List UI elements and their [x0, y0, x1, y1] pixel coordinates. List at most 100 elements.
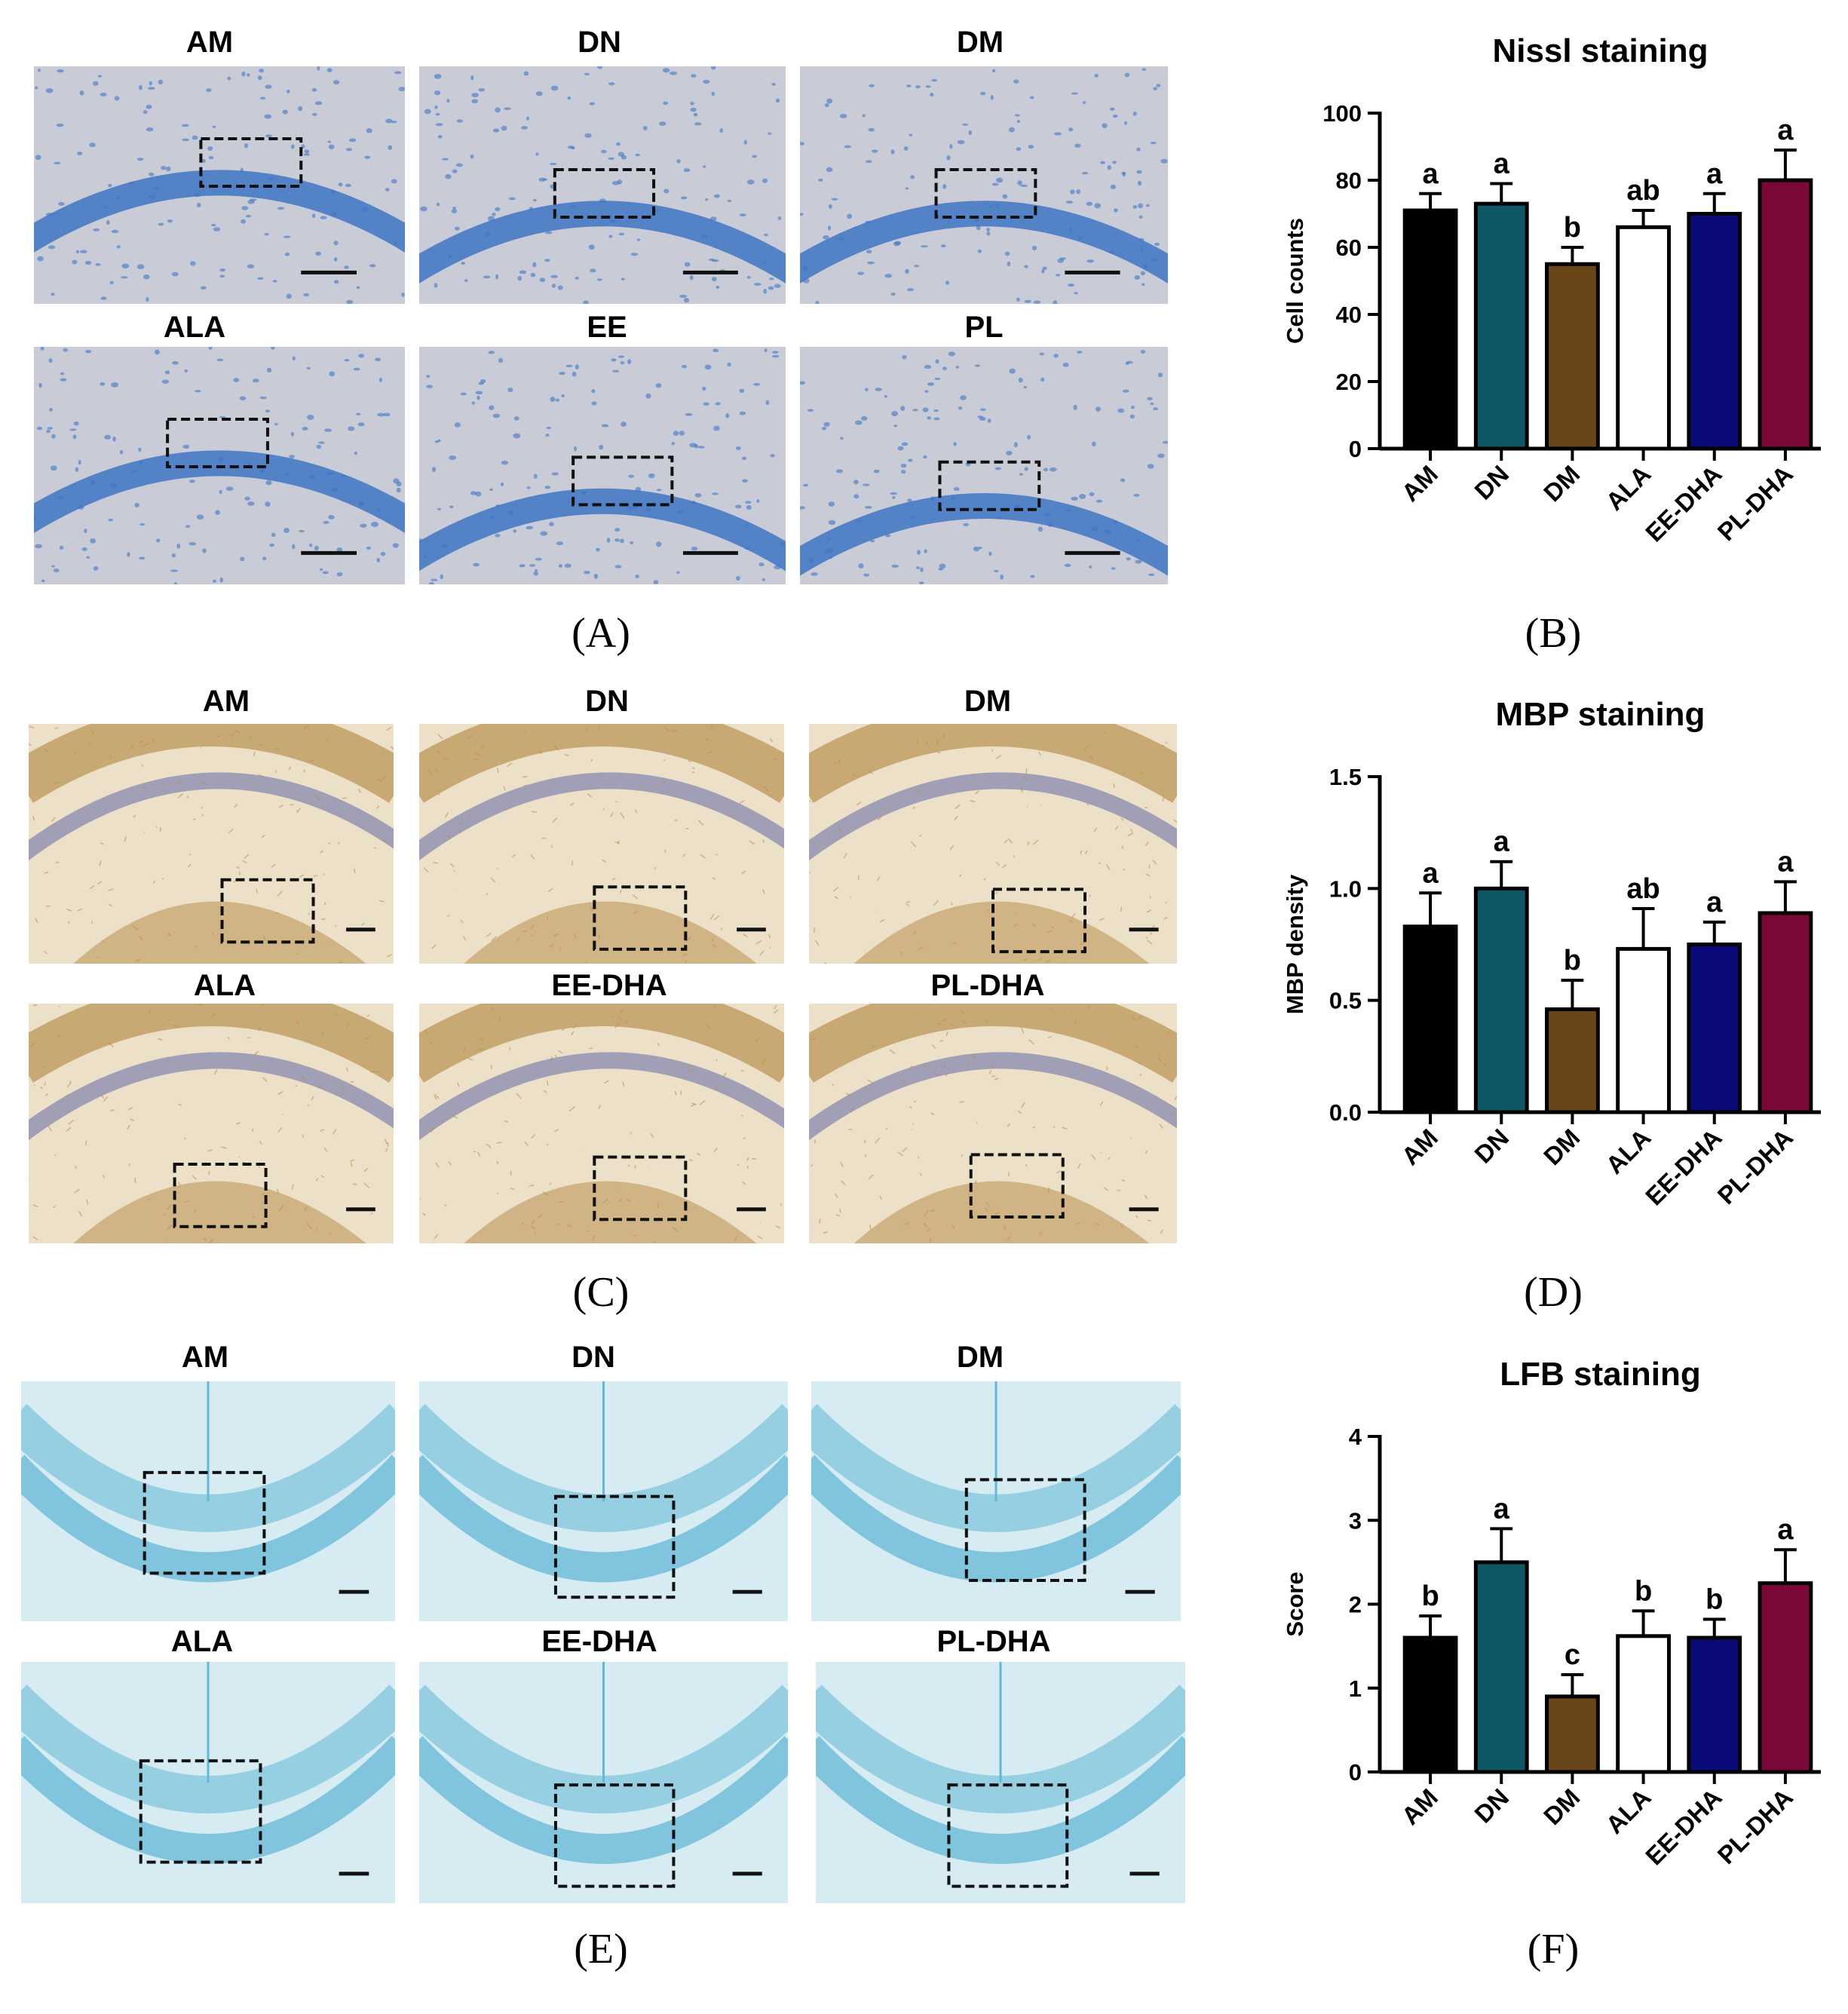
- lfb-image-pl-dha: [816, 1662, 1185, 1903]
- x-tick-label: AM: [1396, 1123, 1443, 1170]
- x-tick-label: AM: [1396, 1783, 1443, 1830]
- y-tick-label: 4: [1349, 1424, 1362, 1450]
- y-tick-label: 60: [1336, 235, 1362, 261]
- y-tick-label: 40: [1336, 302, 1362, 328]
- x-tick-label: DM: [1538, 460, 1585, 507]
- chart-b-svg: Nissl staining Cell counts 0 20 40 60 80 100 a AM…: [1282, 32, 1821, 547]
- mbp-image-pl-dha: [809, 1004, 1177, 1243]
- y-tick-label: 1: [1349, 1675, 1362, 1702]
- bar-am: [1402, 208, 1458, 451]
- bar-pl-dha: [1758, 178, 1813, 451]
- x-tick-label: DM: [1538, 1783, 1585, 1830]
- mbp-image-ee-dha: [419, 1004, 784, 1243]
- significance-label: a: [1494, 1493, 1510, 1525]
- panel-label-a: (A): [572, 610, 630, 657]
- chart-title: LFB staining: [1500, 1356, 1700, 1393]
- micro-e-title-pl-dha: PL-DHA: [936, 1625, 1051, 1658]
- bar-dn: [1473, 886, 1529, 1114]
- bar-ee-dha: [1687, 212, 1742, 451]
- chart-d-mbp: MBP staining MBP density 0.0 0.5 1.0 1.5 a AM a D…: [1237, 679, 1832, 1282]
- y-tick-label: 0.0: [1329, 1099, 1362, 1126]
- x-tick-label: EE-DHA: [1640, 1123, 1727, 1211]
- significance-label: ab: [1626, 873, 1660, 905]
- micro-a-title-ee: EE: [587, 311, 627, 344]
- micro-a-title-dm: DM: [956, 26, 1004, 59]
- y-axis-label: MBP density: [1282, 874, 1308, 1014]
- micro-e-title-dm: DM: [956, 1341, 1004, 1374]
- bar-ala: [1616, 225, 1671, 451]
- nissl-image-dm: [800, 66, 1168, 304]
- mbp-image-dm: [809, 724, 1177, 964]
- nissl-image-dn: [419, 66, 786, 304]
- x-tick-label: DN: [1469, 1783, 1514, 1829]
- significance-label: ab: [1626, 175, 1660, 207]
- bar-ee-dha: [1687, 943, 1742, 1114]
- nissl-image-am: [34, 66, 405, 304]
- significance-label: a: [1777, 846, 1794, 878]
- x-tick-label: EE-DHA: [1640, 460, 1727, 547]
- nissl-image-ala: [34, 347, 405, 584]
- lfb-image-ee-dha: [419, 1662, 788, 1903]
- y-tick-label: 3: [1349, 1507, 1362, 1534]
- chart-f-svg: LFB staining Score 0 1 2 3 4 b AM a DN c DM b ALA b EE-D…: [1282, 1356, 1821, 1870]
- micro-c-title-ala: ALA: [193, 969, 256, 1002]
- y-tick-label: 0: [1349, 1759, 1362, 1786]
- panel-label-b: (B): [1525, 610, 1582, 657]
- micro-c-title-pl-dha: PL-DHA: [930, 969, 1045, 1002]
- chart-d-svg: MBP staining MBP density 0.0 0.5 1.0 1.5 a AM a D…: [1282, 696, 1821, 1211]
- y-tick-label: 1.0: [1329, 875, 1362, 902]
- panel-label-c: (C): [572, 1269, 630, 1316]
- x-tick-label: DN: [1469, 1123, 1514, 1169]
- bar-dm: [1545, 1694, 1600, 1774]
- panel-label-d: (D): [1524, 1269, 1583, 1316]
- significance-label: c: [1565, 1639, 1580, 1671]
- mbp-image-ala: [29, 1004, 394, 1243]
- x-tick-label: AM: [1396, 460, 1443, 507]
- bar-dn: [1473, 201, 1529, 451]
- panel-label-f: (F): [1527, 1926, 1580, 1973]
- micro-e-title-am: AM: [181, 1341, 229, 1374]
- y-axis-label: Score: [1282, 1571, 1308, 1636]
- significance-label: a: [1777, 1514, 1794, 1546]
- bar-am: [1402, 924, 1458, 1114]
- x-tick-label: DN: [1469, 460, 1514, 505]
- x-tick-label: DM: [1538, 1123, 1585, 1170]
- significance-label: b: [1421, 1580, 1439, 1612]
- micro-c-title-dm: DM: [964, 685, 1012, 718]
- y-tick-label: 0.5: [1329, 988, 1362, 1014]
- micro-e-title-ee-dha: EE-DHA: [541, 1625, 657, 1658]
- x-tick-label: PL-DHA: [1712, 1783, 1798, 1869]
- lfb-image-ala: [21, 1662, 395, 1903]
- micro-c-title-dn: DN: [585, 685, 629, 718]
- micro-a-title-am: AM: [185, 26, 234, 59]
- lfb-image-dn: [419, 1381, 788, 1621]
- bar-dm: [1545, 1007, 1600, 1114]
- significance-label: b: [1564, 212, 1581, 244]
- y-tick-label: 20: [1336, 369, 1362, 395]
- y-tick-label: 80: [1336, 167, 1362, 194]
- x-tick-label: PL-DHA: [1712, 460, 1798, 546]
- significance-label: b: [1705, 1584, 1723, 1616]
- panel-label-e: (E): [574, 1926, 628, 1973]
- significance-label: a: [1494, 148, 1510, 179]
- y-tick-label: 0: [1349, 436, 1362, 462]
- bar-pl-dha: [1758, 911, 1813, 1114]
- micro-a-title-ala: ALA: [163, 311, 226, 344]
- lfb-image-am: [21, 1381, 395, 1621]
- x-tick-label: ALA: [1600, 1123, 1656, 1179]
- bar-pl-dha: [1758, 1581, 1813, 1774]
- significance-label: b: [1564, 945, 1581, 976]
- micro-a-title-pl: PL: [964, 311, 1004, 344]
- x-tick-label: ALA: [1600, 1783, 1656, 1839]
- y-tick-label: 100: [1322, 100, 1362, 127]
- chart-b-nissl: Nissl staining Cell counts 0 20 40 60 80 100 a AM…: [1237, 15, 1832, 618]
- bar-ala: [1616, 946, 1671, 1114]
- bar-am: [1402, 1635, 1458, 1774]
- micro-c-title-ee-dha: EE-DHA: [551, 969, 667, 1002]
- micro-e-title-ala: ALA: [170, 1625, 234, 1658]
- y-tick-label: 1.5: [1329, 764, 1362, 790]
- micro-c-title-am: AM: [202, 685, 250, 718]
- nissl-image-ee: [419, 347, 786, 584]
- bar-dn: [1473, 1560, 1529, 1774]
- chart-f-lfb: LFB staining Score 0 1 2 3 4 b AM a DN c DM b ALA b EE-D…: [1237, 1338, 1832, 1942]
